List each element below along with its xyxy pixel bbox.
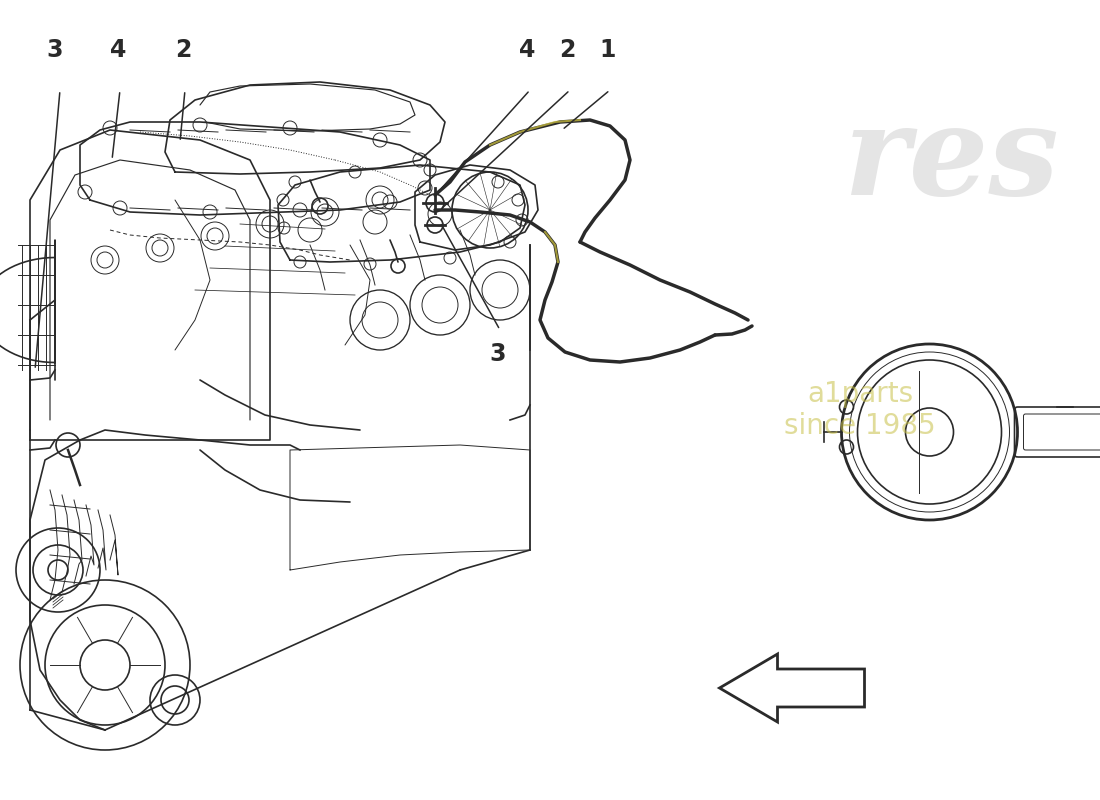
Text: 2: 2 bbox=[559, 38, 575, 62]
Text: res: res bbox=[845, 100, 1060, 222]
Text: 4: 4 bbox=[519, 38, 536, 62]
Text: a1parts
since 1985: a1parts since 1985 bbox=[784, 380, 936, 440]
Text: 3: 3 bbox=[490, 342, 506, 366]
Text: 4: 4 bbox=[110, 38, 126, 62]
Text: 3: 3 bbox=[46, 38, 64, 62]
Text: 1: 1 bbox=[600, 38, 616, 62]
Text: 2: 2 bbox=[175, 38, 191, 62]
